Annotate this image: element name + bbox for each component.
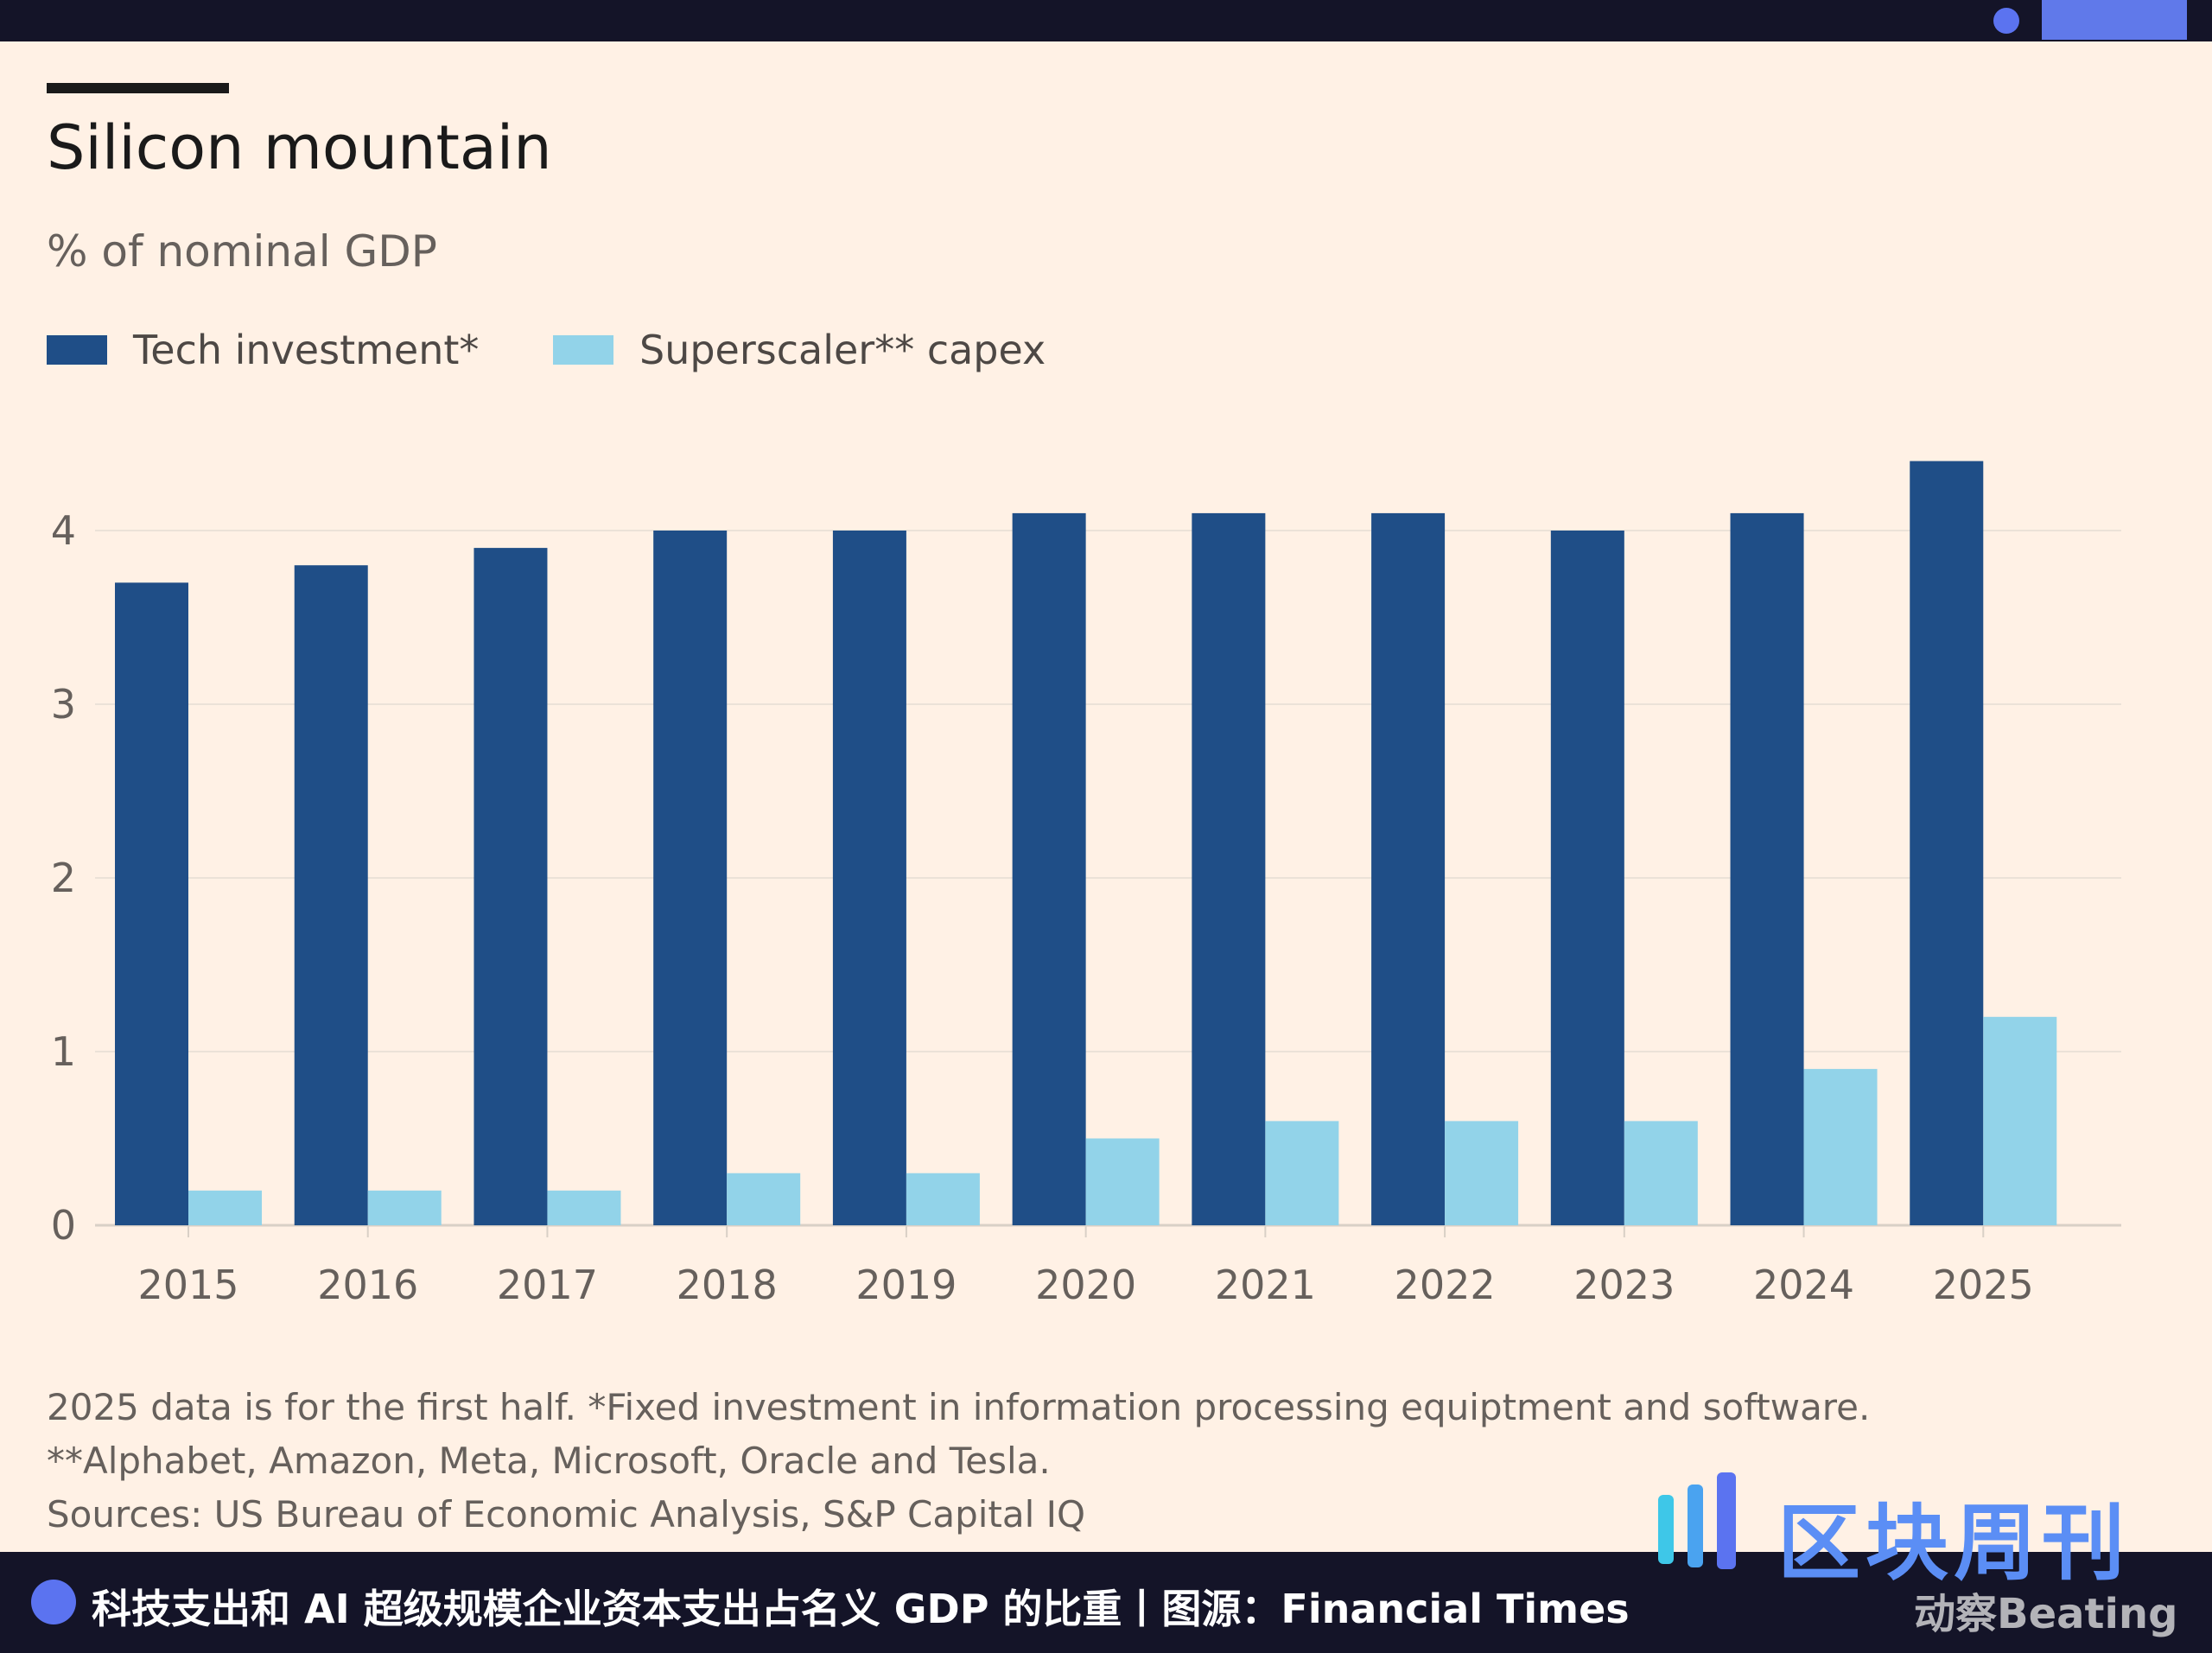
legend-swatch-tech <box>47 335 107 365</box>
bar-superscaler-capex <box>1803 1069 1878 1225</box>
y-tick-label: 2 <box>51 855 76 901</box>
x-tick-label: 2023 <box>1573 1262 1675 1308</box>
x-tick-label: 2015 <box>137 1262 238 1308</box>
bar-tech-investment <box>1371 512 1446 1225</box>
bar-tech-investment <box>1730 512 1804 1225</box>
footnote-line-2: **Alphabet, Amazon, Meta, Microsoft, Ora… <box>47 1440 1051 1482</box>
x-tick-label: 2021 <box>1215 1262 1316 1308</box>
chart-card <box>0 41 2212 1552</box>
bar-superscaler-capex <box>1983 1016 2057 1225</box>
chart-subtitle: % of nominal GDP <box>47 226 437 277</box>
bar-superscaler-capex <box>727 1173 801 1225</box>
x-tick-label: 2025 <box>1933 1262 2034 1308</box>
y-tick-label: 0 <box>51 1202 76 1249</box>
bar-superscaler-capex <box>188 1190 262 1225</box>
publisher-watermark: 区块周刊 动察Beating <box>1655 1469 2199 1638</box>
x-tick-label: 2020 <box>1035 1262 1136 1308</box>
legend-label-superscaler: Superscaler** capex <box>639 327 1046 373</box>
legend-swatch-superscaler <box>553 335 613 365</box>
x-tick-label: 2017 <box>497 1262 598 1308</box>
bar-tech-investment <box>832 531 906 1225</box>
x-tick-label: 2019 <box>855 1262 957 1308</box>
status-dot-icon <box>1993 8 2019 34</box>
bar-tech-investment <box>1910 461 1984 1225</box>
legend-label-tech: Tech investment* <box>133 327 480 373</box>
bar-superscaler-capex <box>1445 1121 1519 1225</box>
top-bar <box>0 0 2212 41</box>
footnote-line-1: 2025 data is for the first half. *Fixed … <box>47 1386 1871 1428</box>
x-tick-label: 2016 <box>317 1262 418 1308</box>
bar-superscaler-capex <box>1085 1138 1160 1225</box>
y-tick-label: 3 <box>51 681 76 728</box>
bar-tech-investment <box>474 548 548 1225</box>
bar-tech-investment <box>115 582 188 1225</box>
x-tick-label: 2018 <box>677 1262 778 1308</box>
top-tab[interactable] <box>2042 0 2187 40</box>
publisher-logo-icon <box>1658 1472 1736 1569</box>
bar-superscaler-capex <box>547 1190 621 1225</box>
bar-tech-investment <box>653 531 728 1225</box>
legend-item-tech-investment: Tech investment* <box>47 322 479 378</box>
bar-superscaler-capex <box>1624 1121 1698 1225</box>
caption-dot-icon <box>31 1580 76 1624</box>
bar-tech-investment <box>1012 512 1086 1225</box>
sources-line: Sources: US Bureau of Economic Analysis,… <box>47 1493 1086 1535</box>
publisher-name: 区块周刊 <box>1777 1495 2130 1592</box>
bar-tech-investment <box>1192 512 1266 1225</box>
y-tick-label: 1 <box>51 1028 76 1075</box>
bar-tech-investment <box>1550 531 1624 1225</box>
x-tick-label: 2024 <box>1753 1262 1854 1308</box>
image-caption: 科技支出和 AI 超级规模企业资本支出占名义 GDP 的比重丨图源：Financ… <box>92 1586 1630 1632</box>
legend-item-superscaler-capex: Superscaler** capex <box>553 322 1046 378</box>
bar-tech-investment <box>294 565 368 1225</box>
bar-superscaler-capex <box>1265 1121 1339 1225</box>
bar-superscaler-capex <box>906 1173 980 1225</box>
publisher-subbrand: 动察Beating <box>1914 1590 2178 1638</box>
x-tick-label: 2022 <box>1395 1262 1496 1308</box>
accent-rule <box>47 83 229 93</box>
chart-title: Silicon mountain <box>47 112 552 183</box>
y-tick-label: 4 <box>51 507 76 554</box>
bar-superscaler-capex <box>367 1190 442 1225</box>
caption-bar: 科技支出和 AI 超级规模企业资本支出占名义 GDP 的比重丨图源：Financ… <box>0 1552 2212 1653</box>
bar-chart: 0 1 2 3 4 2015 2016 2017 2018 2019 2020 2021 2022 202… <box>51 461 2121 1308</box>
